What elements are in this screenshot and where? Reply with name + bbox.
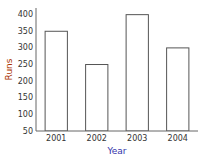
y-tick-label: 400 bbox=[18, 10, 33, 19]
x-axis-line bbox=[36, 131, 198, 132]
y-axis-line bbox=[36, 8, 37, 131]
y-tick-label: 200 bbox=[18, 77, 33, 86]
chart-container: 50 100 150 200 250 300 350 400 2001 2002 2003 2004 Y… bbox=[0, 0, 204, 159]
bar bbox=[45, 31, 67, 131]
y-tick-label: 150 bbox=[18, 93, 33, 102]
x-tick-label: 2001 bbox=[46, 134, 66, 143]
bar bbox=[167, 48, 189, 131]
y-axis-label: Runs bbox=[4, 58, 14, 80]
x-tick-label: 2002 bbox=[87, 134, 107, 143]
chart: 50 100 150 200 250 300 350 400 2001 2002 2003 2004 Y… bbox=[0, 0, 204, 159]
x-tick-label: 2004 bbox=[168, 134, 188, 143]
y-tick-label: 100 bbox=[18, 110, 33, 119]
bars bbox=[45, 15, 189, 131]
y-tick-label: 350 bbox=[18, 27, 33, 36]
x-axis-label: Year bbox=[106, 146, 126, 156]
y-tick-label: 50 bbox=[23, 127, 33, 136]
bar bbox=[86, 65, 108, 131]
x-tick-label: 2003 bbox=[127, 134, 147, 143]
y-tick-label: 250 bbox=[18, 60, 33, 69]
bar bbox=[126, 15, 148, 131]
y-tick-label: 300 bbox=[18, 43, 33, 52]
